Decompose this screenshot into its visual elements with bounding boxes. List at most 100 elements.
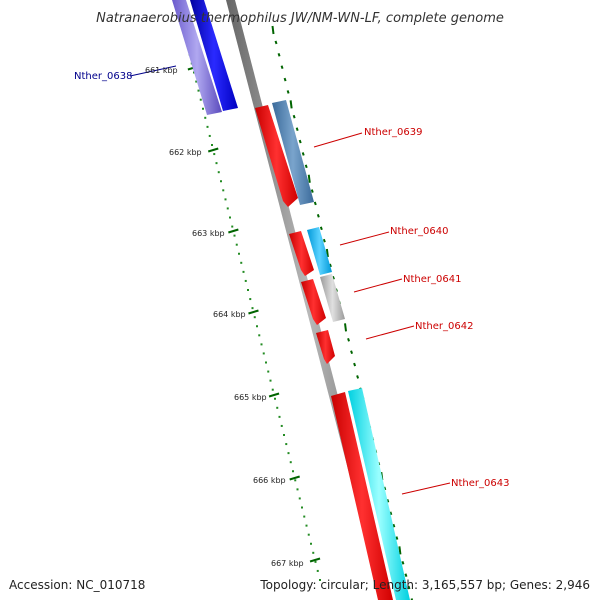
ruler-dot — [271, 388, 274, 391]
gene-leader-lines — [129, 65, 451, 495]
ruler-dot — [193, 71, 195, 74]
ruler-dot — [213, 153, 216, 156]
ruler-dot — [244, 279, 247, 282]
ruler-dots — [175, 0, 321, 581]
topology-text: Topology: circular; Length: 3,165,557 bp… — [260, 578, 590, 592]
outer-ring-tick — [386, 499, 390, 503]
ruler-dot — [301, 506, 303, 509]
ruler-dot — [312, 551, 315, 554]
outer-ring-tick — [328, 263, 332, 268]
gene-nther-0640-track — [307, 227, 332, 275]
ruler-dot — [204, 116, 207, 119]
gene-label-nther-0640[interactable]: Nther_0640 — [390, 226, 448, 237]
outer-ring-tick — [356, 375, 360, 379]
accession-text: Accession: NC_010718 — [9, 578, 146, 592]
ruler-dot — [260, 343, 263, 346]
ruler-label-662: 662 kbp — [169, 148, 202, 157]
outer-ring-tick — [347, 337, 350, 342]
ruler-label-663: 663 kbp — [192, 229, 225, 238]
outer-ring-tick — [316, 214, 320, 218]
outer-ring-tick — [304, 164, 308, 169]
ruler-dot — [316, 569, 319, 572]
ruler-dot — [262, 352, 265, 355]
ruler-dot — [274, 397, 276, 400]
ruler-dot — [208, 134, 211, 137]
gene-nther-0643-feature — [331, 392, 393, 600]
ruler-dot — [233, 234, 236, 237]
outer-ring-tick — [271, 25, 275, 35]
outer-ring-tick — [319, 226, 323, 231]
outer-ring-tick — [289, 100, 293, 109]
ruler-dot — [211, 144, 213, 146]
ruler-dot — [251, 307, 254, 310]
ruler-dot — [247, 289, 249, 291]
gene-nther-0641-track — [320, 274, 345, 322]
gene-nther-0640-feature — [289, 231, 314, 276]
ruler-dot — [195, 80, 198, 83]
leader-line-nther-0641 — [353, 278, 403, 293]
outer-ring-tick — [350, 350, 354, 354]
ruler-dot — [238, 252, 240, 255]
outer-ring-tick — [298, 139, 302, 144]
ruler-dot — [267, 370, 270, 373]
outer-ring-tick — [331, 276, 335, 280]
leader-line-nther-0640 — [339, 231, 390, 246]
ruler-dot — [269, 379, 272, 382]
ruler-major-tick — [207, 147, 219, 153]
outer-ring-tick — [395, 536, 399, 540]
ruler-dot — [240, 261, 243, 264]
ruler-major-tick — [289, 475, 300, 481]
outer-ring-tick — [392, 523, 396, 528]
gene-label-nther-0642[interactable]: Nther_0642 — [415, 321, 473, 332]
outer-ring-ticks — [271, 25, 414, 600]
ruler-dot — [283, 434, 285, 436]
ruler-dot — [197, 89, 200, 92]
leader-line-nther-0642 — [365, 325, 415, 340]
ruler-dot — [298, 497, 301, 500]
outer-ring-tick — [404, 573, 408, 578]
ruler-dot — [319, 579, 321, 581]
gene-nther-0639-track — [272, 100, 314, 205]
outer-ring-tick — [307, 174, 311, 183]
ruler-label-666: 666 kbp — [253, 476, 286, 485]
leader-line-nther-0639 — [313, 132, 363, 148]
outer-ring-tick — [310, 189, 314, 193]
outer-ring-tick — [301, 152, 305, 156]
gene-nther-0643-track — [348, 388, 410, 600]
gene-label-nther-0641[interactable]: Nther_0641 — [403, 274, 461, 285]
outer-ring-tick — [280, 65, 284, 69]
ruler-dot — [226, 207, 229, 210]
gene-nther-0642-feature — [316, 330, 335, 364]
ruler-dot — [289, 461, 292, 464]
ruler-dot — [296, 488, 299, 491]
outer-ring-tick — [353, 362, 357, 367]
ruler-dot — [199, 98, 202, 101]
ruler-dot — [220, 180, 222, 183]
ruler-dot — [224, 198, 227, 201]
outer-ring-tick — [274, 40, 278, 45]
leader-line-nther-0643 — [401, 482, 451, 495]
gene-label-nther-0643[interactable]: Nther_0643 — [451, 478, 509, 489]
outer-ring-tick — [283, 77, 287, 82]
ruler-dot — [202, 107, 204, 110]
outer-ring-tick — [325, 248, 329, 258]
ruler-dot — [235, 243, 238, 246]
outer-ring-tick — [313, 201, 317, 206]
ruler-dot — [280, 424, 283, 427]
gene-label-nther-0638[interactable]: Nther_0638 — [74, 71, 132, 82]
ruler-dot — [253, 316, 256, 319]
outer-ring-tick — [292, 114, 296, 119]
ruler-dot — [292, 470, 294, 473]
ruler-dot — [215, 162, 218, 165]
outer-ring-tick — [398, 546, 402, 555]
ruler-dot — [242, 270, 245, 273]
outer-ring-tick — [410, 598, 414, 600]
gene-label-nther-0639[interactable]: Nther_0639 — [364, 127, 422, 138]
ruler-dot — [278, 415, 281, 418]
ruler-label-661: 661 kbp — [145, 66, 178, 75]
outer-ring-tick — [344, 323, 348, 332]
ruler-label-664: 664 kbp — [213, 310, 246, 319]
outer-ring-tick — [277, 52, 281, 57]
ruler-dot — [276, 406, 279, 409]
